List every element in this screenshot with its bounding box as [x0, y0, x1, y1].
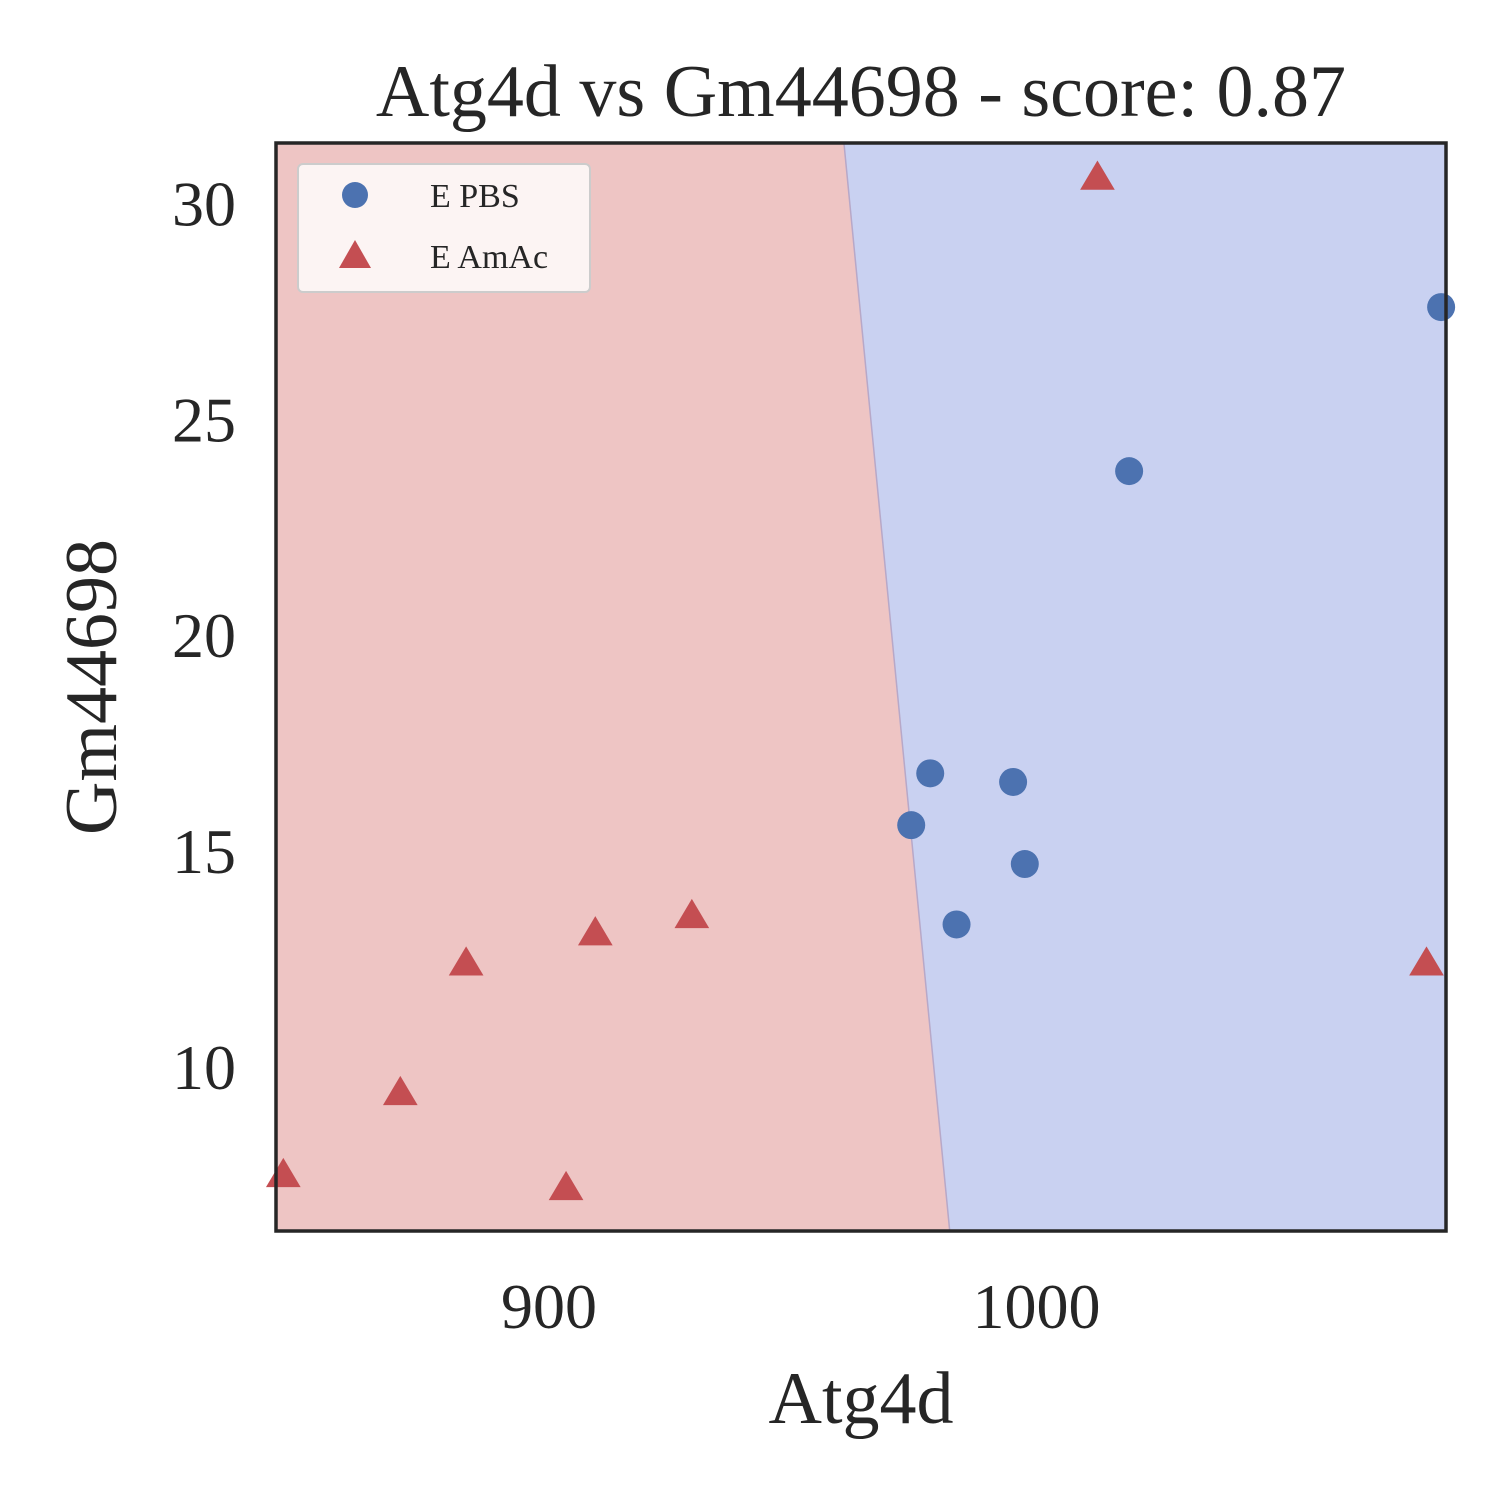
- legend: E PBS E AmAc: [297, 163, 591, 293]
- x-tick-label-1000: 1000: [973, 1271, 1101, 1342]
- point-e-pbs-1: [916, 759, 945, 788]
- point-e-amac-2: [448, 946, 484, 976]
- y-tick-label-10: 10: [172, 1032, 236, 1103]
- point-e-amac-6: [1080, 160, 1115, 190]
- legend-marker-e-pbs: [342, 182, 368, 208]
- data-points: [265, 160, 1456, 1201]
- y-tick-label-25: 25: [172, 384, 236, 455]
- point-e-pbs-5: [1115, 457, 1144, 486]
- chart-title: Atg4d vs Gm44698 - score: 0.87: [376, 51, 1346, 133]
- y-tick-label-30: 30: [172, 168, 236, 239]
- legend-box: [297, 163, 591, 293]
- point-e-pbs-4: [1010, 850, 1039, 879]
- legend-label-e-pbs: E PBS: [430, 178, 520, 215]
- point-e-amac-7: [1409, 946, 1444, 976]
- x-axis-label: Atg4d: [769, 1358, 954, 1440]
- decision-region-e-amac: [276, 143, 950, 1231]
- point-e-amac-1: [382, 1075, 418, 1106]
- point-e-pbs-0: [897, 811, 926, 840]
- axis-ticks: 900 1000 10 15 20 25 30: [172, 168, 1101, 1342]
- y-axis-label: Gm44698: [51, 539, 133, 835]
- decision-region-e-pbs: [843, 143, 1446, 1231]
- y-tick-label-20: 20: [172, 600, 236, 671]
- point-e-pbs-2: [942, 910, 971, 939]
- point-e-amac-5: [674, 898, 710, 929]
- plot-area: [276, 142, 1446, 1232]
- point-e-amac-4: [577, 916, 613, 946]
- point-e-pbs-6: [1427, 293, 1456, 322]
- legend-label-e-amac: E AmAc: [430, 239, 548, 276]
- plot-frame: [274, 141, 1448, 1233]
- legend-marker-e-amac: [339, 240, 371, 268]
- x-tick-label-900: 900: [501, 1271, 597, 1342]
- decision-boundary: [843, 142, 951, 1232]
- y-tick-label-15: 15: [172, 816, 236, 887]
- point-e-pbs-3: [999, 767, 1028, 796]
- point-e-amac-3: [548, 1170, 584, 1201]
